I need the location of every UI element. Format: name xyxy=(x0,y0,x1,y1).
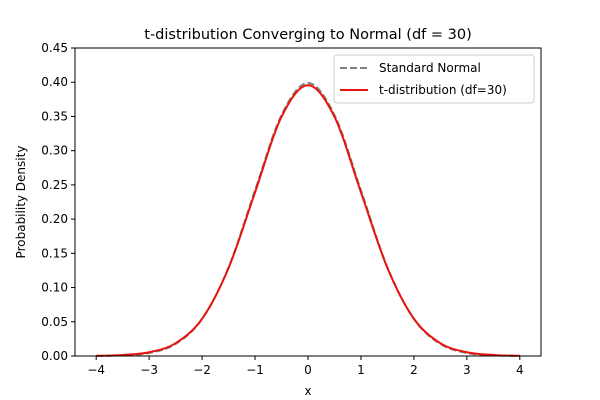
y-axis-ticks: 0.00 0.05 0.10 0.15 0.20 0.25 0.30 0.35 0.40 0.45 xyxy=(41,41,75,363)
legend-label-standard-normal: Standard Normal xyxy=(379,61,481,75)
legend: Standard Normal t-distribution (df=30) xyxy=(333,54,535,104)
y-tick-label: 0.20 xyxy=(41,212,68,226)
y-tick-label: 0.45 xyxy=(41,41,68,55)
x-tick-label: −1 xyxy=(246,363,264,377)
y-axis-label: Probability Density xyxy=(14,146,28,259)
x-axis-ticks: −4 −3 −2 −1 0 1 2 3 4 xyxy=(87,356,524,377)
x-tick-label: 0 xyxy=(304,363,312,377)
y-tick-label: 0.00 xyxy=(41,349,68,363)
series-line-t-distribution-df-30 xyxy=(96,84,520,357)
x-tick-label: 1 xyxy=(357,363,365,377)
y-tick-label: 0.30 xyxy=(41,144,68,158)
chart-title: t-distribution Converging to Normal (df … xyxy=(144,27,471,43)
y-tick-label: 0.05 xyxy=(41,315,68,329)
series-line-standard-normal xyxy=(96,81,520,357)
y-tick-label: 0.10 xyxy=(41,281,68,295)
x-axis-label: x xyxy=(304,384,311,398)
y-tick-label: 0.25 xyxy=(41,178,68,192)
x-tick-label: 3 xyxy=(463,363,471,377)
y-tick-label: 0.15 xyxy=(41,246,68,260)
y-tick-label: 0.40 xyxy=(41,75,68,89)
x-tick-label: −2 xyxy=(193,363,211,377)
x-tick-label: 2 xyxy=(410,363,418,377)
x-tick-label: −3 xyxy=(140,363,158,377)
legend-box xyxy=(333,54,535,104)
x-tick-label: 4 xyxy=(516,363,524,377)
series-layer xyxy=(96,81,520,357)
x-tick-label: −4 xyxy=(87,363,105,377)
legend-label-t-distribution: t-distribution (df=30) xyxy=(379,83,507,97)
y-tick-label: 0.35 xyxy=(41,109,68,123)
